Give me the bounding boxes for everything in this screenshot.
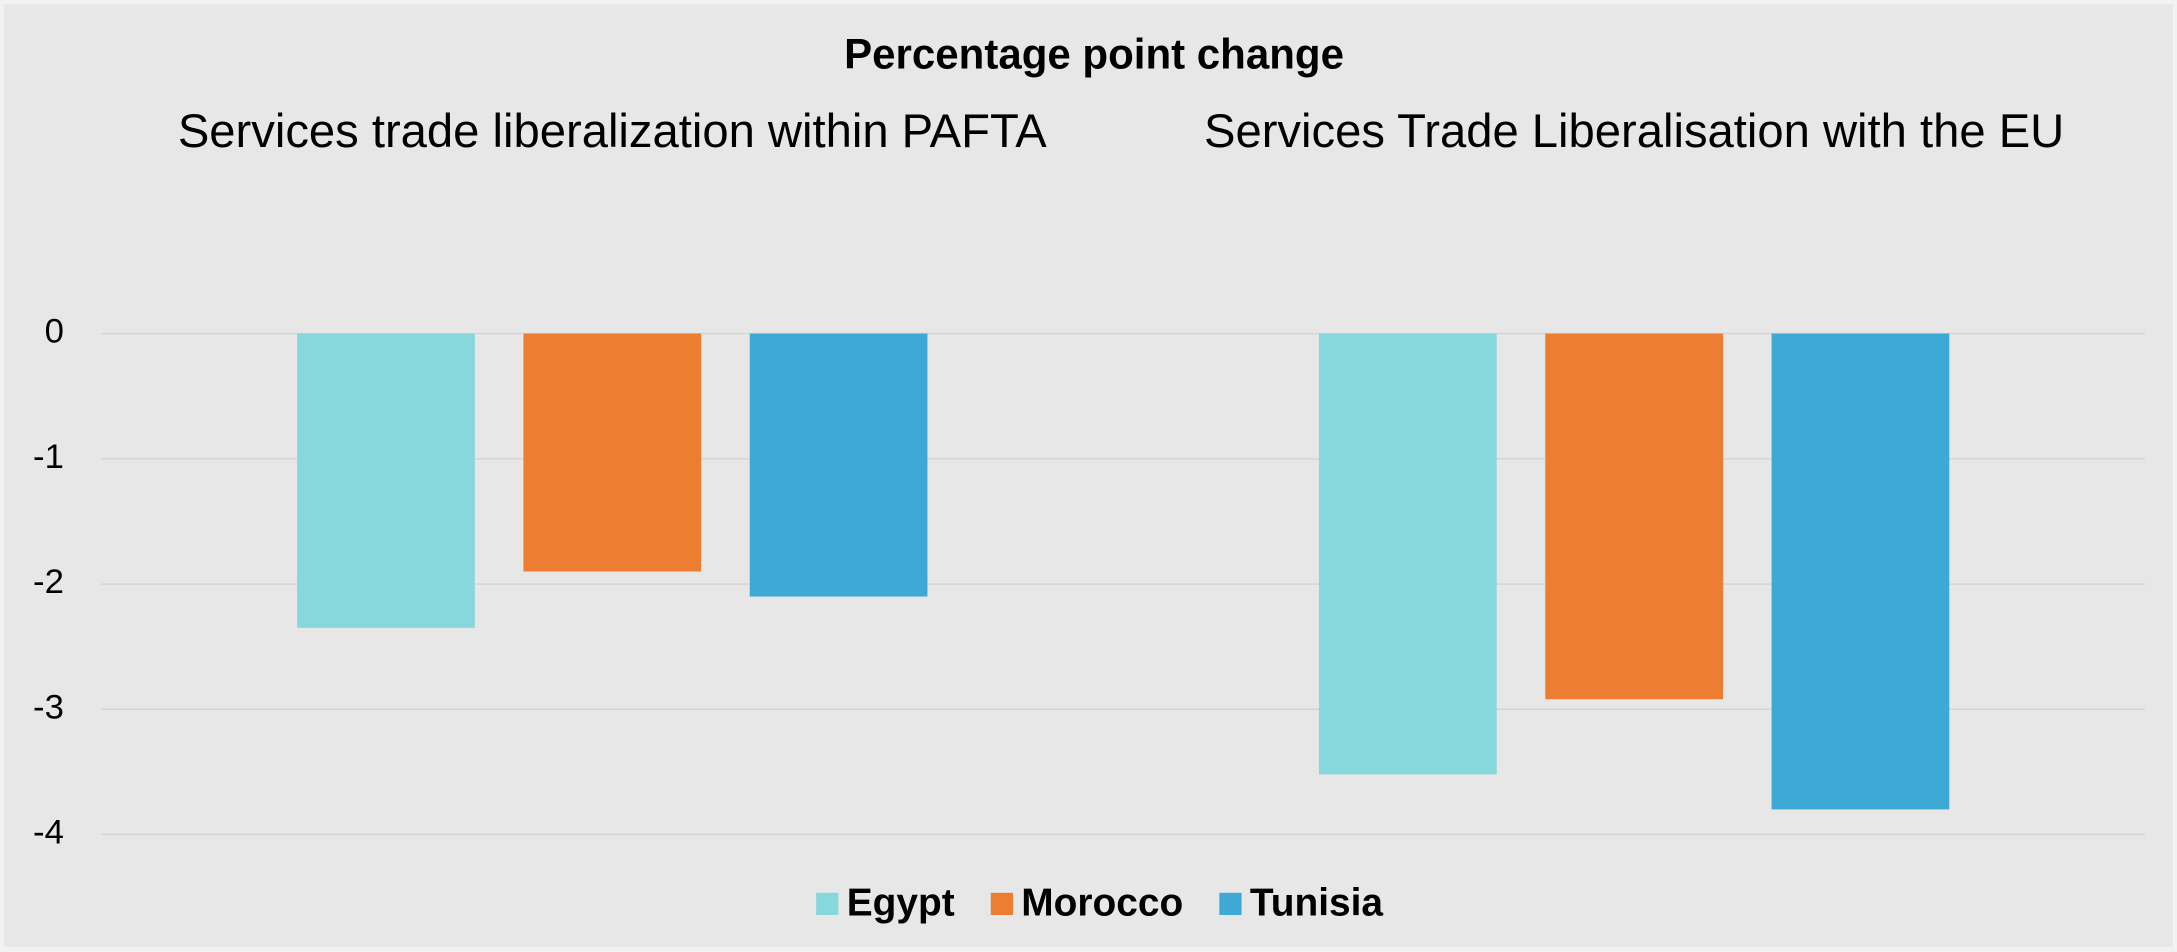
y-tick-label: 0 (45, 313, 64, 351)
bar (523, 333, 702, 572)
bar (1771, 333, 1950, 810)
bar (297, 333, 475, 628)
category-label: Services Trade Liberalisation with the E… (1204, 105, 2064, 158)
y-tick-label: -1 (33, 438, 64, 476)
legend-label: Egypt (847, 882, 955, 925)
y-tick-label: -2 (33, 563, 64, 601)
legend-swatch (1219, 892, 1242, 916)
bar (1318, 333, 1497, 775)
y-tick-label: -3 (33, 688, 64, 726)
bar (1545, 333, 1723, 700)
legend-swatch (990, 892, 1013, 916)
legend-label: Morocco (1021, 882, 1183, 925)
chart-title: Percentage point change (844, 30, 1344, 78)
category-label: Services trade liberalization within PAF… (178, 105, 1047, 158)
legend-swatch (816, 892, 839, 916)
bar (749, 333, 928, 597)
y-tick-label: -4 (33, 814, 64, 852)
legend-label: Tunisia (1250, 882, 1384, 925)
